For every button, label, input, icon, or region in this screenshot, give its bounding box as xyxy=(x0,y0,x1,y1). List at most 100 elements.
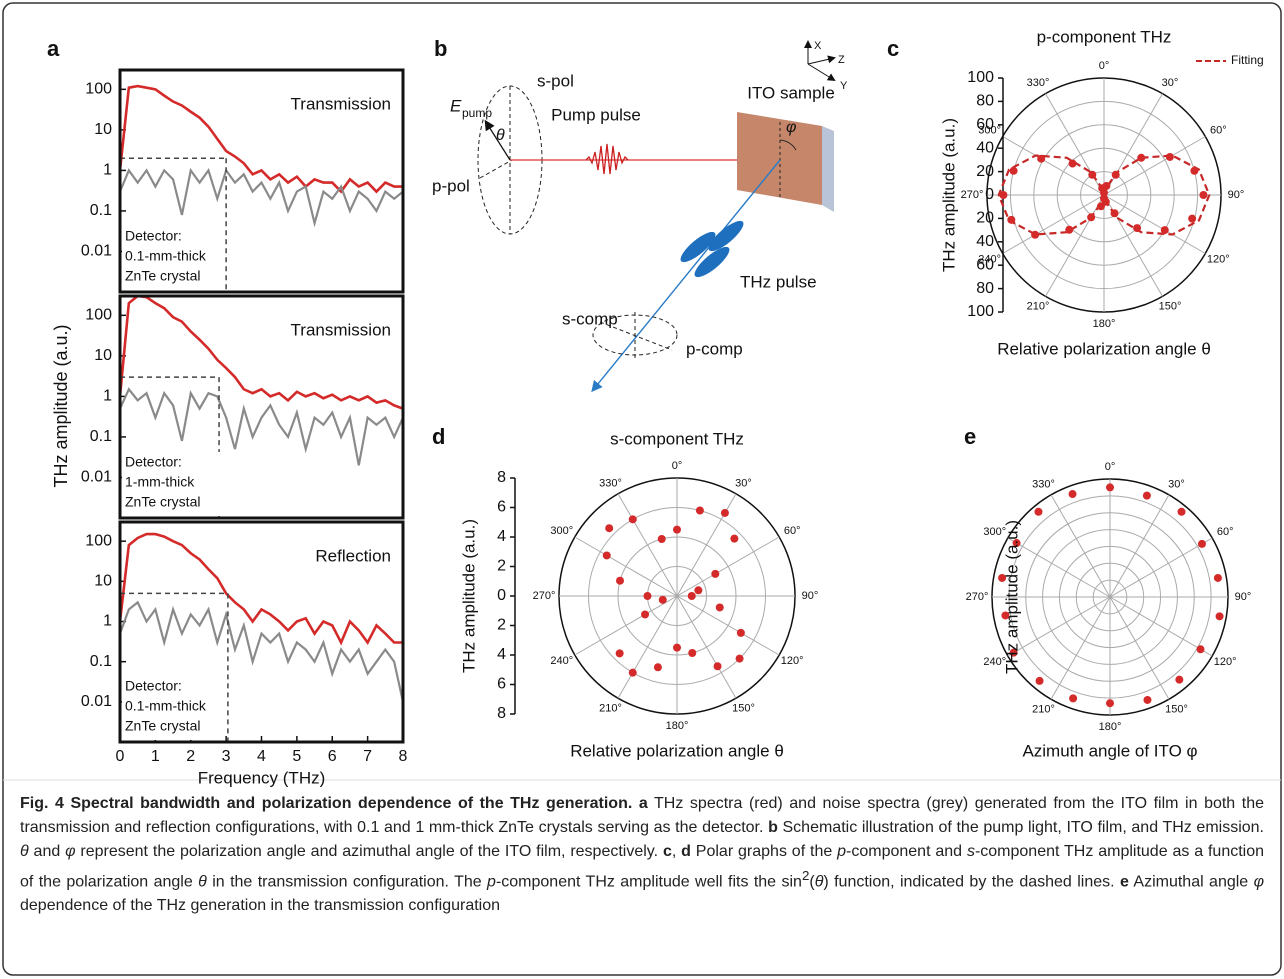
y-tick-label: 100 xyxy=(85,307,112,324)
angle-label: 0° xyxy=(672,460,683,472)
angle-label: 180° xyxy=(1099,721,1122,733)
y-tick-label: 40 xyxy=(976,233,994,250)
data-point xyxy=(687,592,696,600)
x-tick-label: 4 xyxy=(257,748,266,765)
data-point xyxy=(694,586,703,595)
label: ITO sample xyxy=(747,83,835,102)
y-tick-label: 80 xyxy=(976,280,994,297)
spectrum-line xyxy=(118,387,405,466)
caption-run: θ xyxy=(198,873,207,891)
data-point xyxy=(1106,483,1114,492)
legend-label: Fitting xyxy=(1231,53,1264,67)
e-arrow xyxy=(484,119,511,161)
spectrum-line xyxy=(118,294,404,410)
axis-arrow xyxy=(807,55,836,65)
data-point xyxy=(1069,694,1078,703)
ito-edge xyxy=(822,126,834,212)
data-point xyxy=(1196,645,1205,654)
data-point xyxy=(1190,166,1199,175)
caption-run: Schematic illustration of the pump light… xyxy=(777,819,1264,836)
caption-run: and xyxy=(28,843,66,860)
data-point xyxy=(673,525,681,534)
caption-run: φ xyxy=(65,843,76,860)
angle-label: 240° xyxy=(550,655,573,667)
x-tick-label: 7 xyxy=(363,748,372,765)
y-tick-label: 100 xyxy=(967,69,994,86)
caption-run: represent the polarization angle and azi… xyxy=(75,843,663,860)
data-point xyxy=(616,576,625,585)
y-tick-label: 6 xyxy=(497,676,506,693)
data-point xyxy=(1177,507,1186,516)
label: θ xyxy=(496,127,505,144)
data-point xyxy=(1001,611,1010,620)
grid-spoke xyxy=(617,493,678,597)
angle-label: 120° xyxy=(781,655,804,667)
label: s-comp xyxy=(562,309,618,328)
label: s-pol xyxy=(537,71,574,90)
y-tick-label: 10 xyxy=(94,121,112,138)
data-point xyxy=(736,628,745,637)
data-point xyxy=(1213,573,1222,582)
spectrum-line xyxy=(118,167,404,228)
y-tick-label: 10 xyxy=(94,347,112,364)
grid-spoke xyxy=(676,493,737,597)
y-tick-label: 10 xyxy=(94,573,112,590)
y-tick-label: 80 xyxy=(976,93,994,110)
caption-run: d xyxy=(681,843,691,860)
plot-frame xyxy=(118,294,405,520)
angle-label: 150° xyxy=(1165,703,1188,715)
y-tick-label: 1 xyxy=(103,388,112,405)
data-point xyxy=(1175,675,1184,684)
axis-arrow xyxy=(807,63,836,82)
data-point xyxy=(715,603,724,612)
y-tick-label: 8 xyxy=(497,705,506,722)
grid-spoke xyxy=(617,595,678,699)
y-tick-label: 0.01 xyxy=(81,469,112,486)
grid-spoke xyxy=(1002,194,1105,254)
caption-run: -component THz amplitude as a function o… xyxy=(20,843,1265,891)
pump-pulse xyxy=(585,143,629,175)
data-point xyxy=(1160,226,1169,235)
grid-spoke xyxy=(676,595,737,699)
caption-run: THz spectra (red) and noise spectra (gre… xyxy=(20,795,1265,836)
angle-label: 150° xyxy=(732,702,755,714)
caption-run: -component and xyxy=(846,843,967,860)
data-point xyxy=(1197,539,1206,548)
data-point xyxy=(1142,491,1151,500)
y-axis-label: THz amplitude (a.u.) xyxy=(51,324,71,487)
angle-label: 30° xyxy=(735,477,752,489)
angle-label: 0° xyxy=(1099,60,1110,72)
detector-label: Detector: xyxy=(125,454,182,470)
caption-run: ( xyxy=(809,873,815,891)
x-tick-label: 3 xyxy=(222,748,231,765)
caption-run: , xyxy=(671,843,682,860)
caption-run: b xyxy=(768,819,778,836)
caption-run: θ xyxy=(814,873,824,891)
label: E xyxy=(450,96,462,115)
mode-label: Transmission xyxy=(291,320,391,339)
data-point xyxy=(688,648,697,657)
panel-label: e xyxy=(964,424,976,449)
data-point xyxy=(1087,213,1096,222)
y-tick-label: 100 xyxy=(85,532,112,549)
data-point xyxy=(641,610,650,619)
detector-box xyxy=(122,676,222,740)
angle-label: 60° xyxy=(1217,526,1234,538)
data-point xyxy=(1096,202,1105,211)
data-point xyxy=(628,668,637,677)
detector-label: 0.1-mm-thick xyxy=(125,698,207,714)
grid-spoke xyxy=(1007,596,1111,657)
angle-label: 150° xyxy=(1159,301,1182,313)
caption-run: φ xyxy=(1253,873,1265,891)
plot-frame xyxy=(118,68,405,294)
caption-run: dependence of the THz generation in the … xyxy=(20,897,501,915)
data-point xyxy=(1035,676,1044,685)
grid-spoke xyxy=(1050,494,1111,598)
caption-run: 2 xyxy=(801,868,810,883)
data-point xyxy=(735,654,744,663)
y-tick-label: 0.1 xyxy=(90,202,112,219)
grid-spoke xyxy=(1103,136,1206,196)
data-point xyxy=(1199,191,1208,199)
